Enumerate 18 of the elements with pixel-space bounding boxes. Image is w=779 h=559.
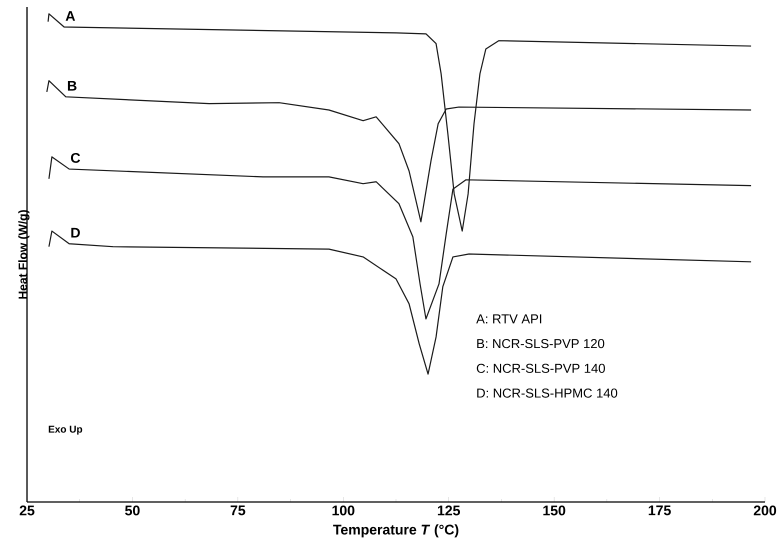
series-label: B <box>68 80 76 91</box>
x-tick-label: 50 <box>125 506 140 516</box>
x-tick-label: 175 <box>648 506 671 516</box>
annotation: B: NCR-SLS-PVP 120 <box>477 338 604 348</box>
annotation: A: RTV API <box>476 314 542 324</box>
annotation: Exo Up <box>48 426 82 435</box>
x-axis-title: Temperature T (°C) <box>333 524 458 538</box>
x-tick-label: 125 <box>438 506 460 516</box>
x-tick-label: 200 <box>754 506 776 516</box>
series-label: A <box>66 11 76 21</box>
x-tick-label: 25 <box>20 506 34 516</box>
x-tick-label: 75 <box>230 506 246 516</box>
annotation: C: NCR-SLS-PVP 140 <box>476 364 605 373</box>
series-label: C <box>70 152 80 163</box>
annotation: D: NCR-SLS-HPMC 140 <box>477 388 618 398</box>
series-label: D <box>71 228 80 238</box>
x-tick-label: 150 <box>543 506 566 516</box>
x-tick-label: 100 <box>332 506 354 516</box>
